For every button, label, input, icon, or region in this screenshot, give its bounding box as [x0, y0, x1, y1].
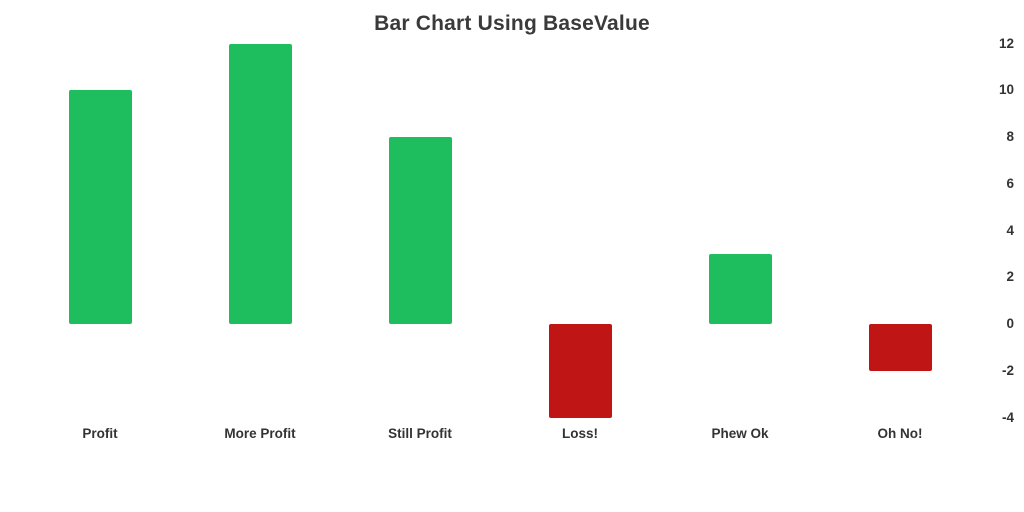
- x-axis-label: More Profit: [224, 426, 296, 441]
- x-axis-label: Phew Ok: [711, 426, 769, 441]
- x-axis-label: Loss!: [561, 426, 598, 441]
- x-axis-label: Oh No!: [877, 426, 923, 441]
- bar-oh-no[interactable]: [868, 324, 932, 371]
- y-axis-tick-label: 0: [1006, 316, 1014, 331]
- chart-title: Bar Chart Using BaseValue: [374, 12, 650, 35]
- y-axis-tick-label: 4: [1006, 222, 1014, 238]
- y-axis-tick-label: 10: [998, 82, 1014, 98]
- bar-phew-ok[interactable]: [708, 253, 772, 324]
- x-axis-label: Profit: [82, 426, 118, 441]
- y-axis-tick-label: -2: [1001, 362, 1014, 378]
- bar-more-profit[interactable]: [228, 43, 292, 324]
- x-axis-label: Still Profit: [388, 426, 452, 441]
- bar-still-profit[interactable]: [388, 137, 452, 324]
- y-axis-tick-label: 12: [998, 35, 1014, 51]
- bar-profit[interactable]: [68, 90, 132, 324]
- y-axis-tick-label: 6: [1006, 175, 1014, 191]
- y-axis-tick-label: -4: [1001, 409, 1014, 425]
- y-axis-tick-label: 8: [1006, 129, 1014, 144]
- y-axis-tick-label: 2: [1006, 269, 1014, 285]
- bar-loss[interactable]: [548, 324, 612, 418]
